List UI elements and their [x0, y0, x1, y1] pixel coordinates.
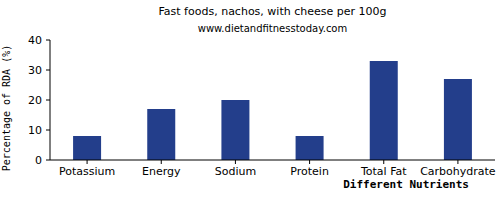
y-tick: [46, 130, 50, 131]
x-tick: [87, 160, 88, 164]
x-axis-label: Different Nutrients: [343, 178, 469, 191]
x-tick: [235, 160, 236, 164]
bar: [296, 136, 324, 160]
bars: [73, 61, 472, 160]
x-tick-label: Sodium: [215, 165, 256, 178]
x-tick: [457, 160, 458, 164]
y-tick-label: 40: [28, 34, 42, 47]
y-tick: [46, 100, 50, 101]
bar: [73, 136, 101, 160]
y-tick-label: 10: [28, 124, 42, 137]
bar: [147, 109, 175, 160]
x-tick: [309, 160, 310, 164]
x-tick-label: Protein: [290, 165, 329, 178]
bar: [370, 61, 398, 160]
y-tick: [46, 40, 50, 41]
y-tick: [46, 160, 50, 161]
bar: [444, 79, 472, 160]
x-tick-label: Energy: [142, 165, 181, 178]
x-axis: [50, 160, 495, 161]
chart-svg: Fast foods, nachos, with cheese per 100g…: [0, 0, 500, 200]
x-tick-label: Total Fat: [360, 165, 407, 178]
y-tick: [46, 70, 50, 71]
y-tick-label: 30: [28, 64, 42, 77]
bar: [221, 100, 249, 160]
y-tick-label: 0: [35, 154, 42, 167]
y-axis-label: Percentage of RDA (%): [1, 45, 12, 171]
title: Fast foods, nachos, with cheese per 100g: [159, 5, 387, 18]
x-tick-label: Carbohydrate: [420, 165, 496, 178]
x-tick: [383, 160, 384, 164]
chart-container: Fast foods, nachos, with cheese per 100g…: [0, 0, 500, 200]
subtitle: www.dietandfitnesstoday.com: [198, 23, 347, 34]
y-tick-label: 20: [28, 94, 42, 107]
x-tick-label: Potassium: [59, 165, 115, 178]
x-tick: [161, 160, 162, 164]
